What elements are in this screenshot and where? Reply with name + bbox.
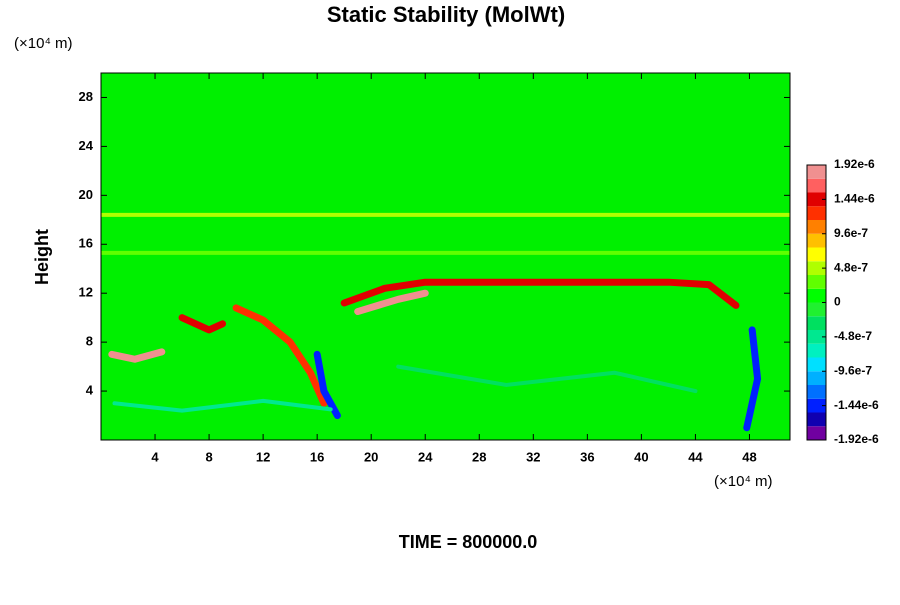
footer: TIME = 800000.0 [399, 532, 538, 552]
y-tick-label: 28 [79, 89, 93, 104]
x-tick-label: 48 [742, 449, 756, 464]
y-tick-label: 4 [86, 383, 94, 398]
x-tick-label: 32 [526, 449, 540, 464]
colorbar-swatch [807, 412, 826, 427]
x-tick-label: 16 [310, 449, 324, 464]
x-tick-label: 28 [472, 449, 486, 464]
x-tick-label: 40 [634, 449, 648, 464]
colorbar-swatch [807, 316, 826, 330]
contour-feature [112, 398, 333, 413]
colorbar-label: -4.8e-7 [834, 329, 872, 343]
colorbar-swatch [807, 275, 826, 289]
colorbar-label: 1.92e-6 [834, 157, 875, 171]
field [101, 212, 790, 432]
y-axis-label: Height [32, 229, 52, 285]
colorbar-swatch [807, 398, 826, 413]
x-tick-label: 8 [205, 449, 212, 464]
colorbar-label: -1.44e-6 [834, 398, 879, 412]
plot-background [101, 73, 790, 440]
y-tick-label: 16 [79, 236, 93, 251]
colorbar-swatch [807, 247, 826, 262]
x-tick-label: 20 [364, 449, 378, 464]
x-tick-label: 12 [256, 449, 270, 464]
y-tick-label: 20 [79, 187, 93, 202]
x-unit: (×10⁴ m) [714, 473, 773, 490]
colorbar-swatch [807, 206, 826, 220]
colorbar-swatch [807, 385, 826, 399]
colorbar-label: -9.6e-7 [834, 363, 872, 377]
colorbar-swatch [807, 178, 826, 193]
colorbar-swatch [807, 371, 826, 385]
contour-feature [108, 348, 166, 363]
y-tick-label: 12 [79, 285, 93, 300]
contour-feature [743, 326, 762, 432]
contour-feature [354, 289, 429, 316]
colorbar-swatch [807, 302, 826, 317]
colorbar-swatch [807, 426, 826, 440]
y-tick-label: 8 [86, 334, 93, 349]
colorbar-swatch [807, 192, 826, 207]
contour-feature [313, 350, 341, 420]
colorbar-swatch [807, 330, 826, 344]
contour-feature [178, 314, 227, 334]
colorbar-label: 9.6e-7 [834, 226, 868, 240]
contour-feature [340, 278, 740, 309]
y-unit: (×10⁴ m) [14, 35, 73, 52]
colorbar-label: -1.92e-6 [834, 432, 879, 446]
contour-feature [396, 364, 698, 394]
colorbar-swatch [807, 357, 826, 372]
contour-feature [232, 304, 328, 407]
colorbar-swatch [807, 261, 826, 275]
colorbar-label: 4.8e-7 [834, 260, 868, 274]
colorbar-swatch [807, 220, 826, 234]
colorbar-label: 1.44e-6 [834, 192, 875, 206]
x-tick-label: 4 [151, 449, 159, 464]
plot-frame [100, 72, 791, 441]
y-tick-label: 24 [79, 138, 94, 153]
colorbar-swatch [807, 343, 826, 358]
x-tick-label: 24 [418, 449, 433, 464]
chart-title: Static Stability (MolWt) [327, 2, 565, 27]
colorbar-swatch [807, 233, 826, 248]
colorbar-swatch [807, 288, 826, 303]
colorbar-swatch [807, 165, 826, 179]
x-tick-label: 36 [580, 449, 594, 464]
colorbar-label: 0 [834, 295, 841, 309]
x-tick-label: 44 [688, 449, 703, 464]
